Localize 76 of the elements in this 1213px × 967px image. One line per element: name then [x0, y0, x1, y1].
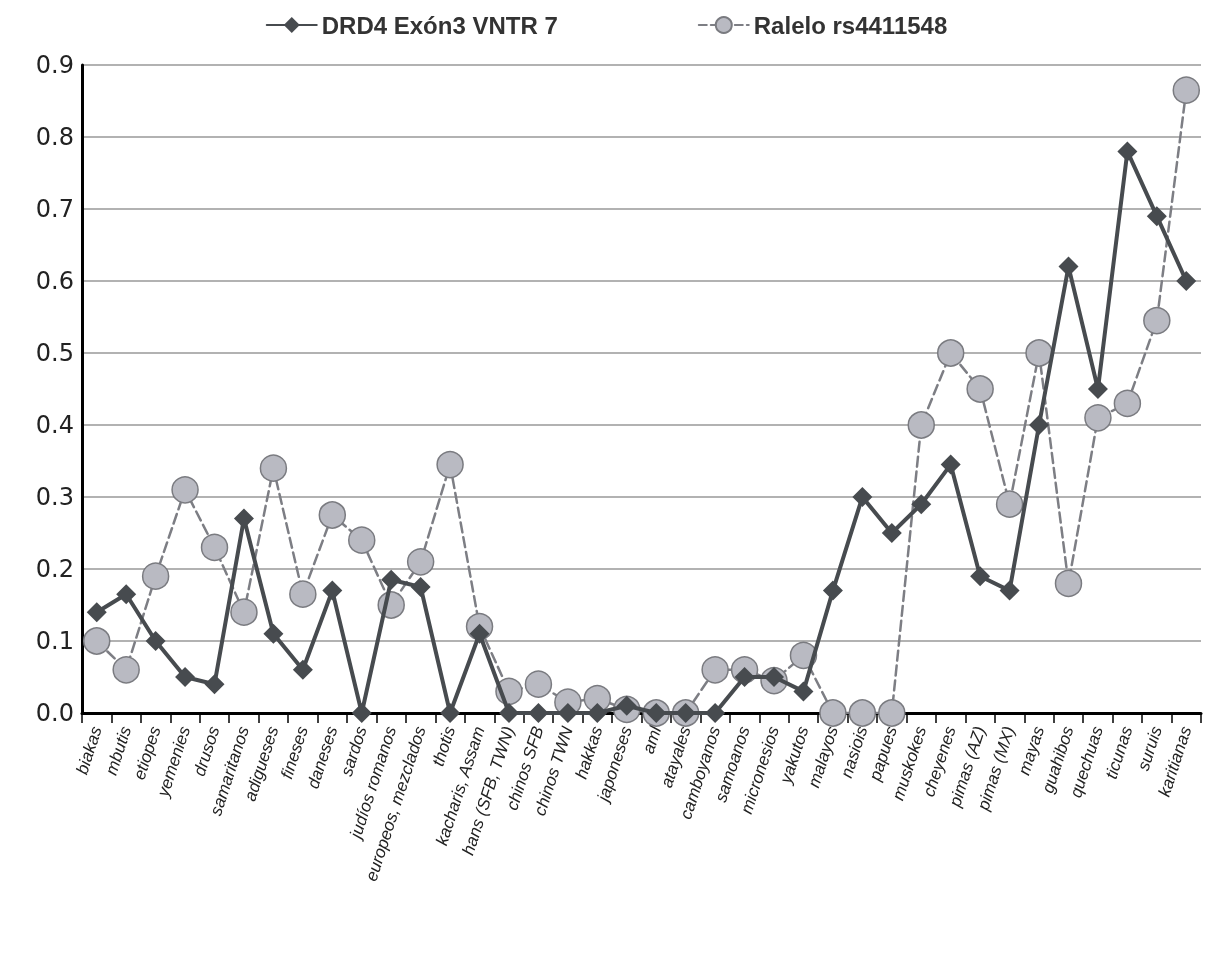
point: [145, 631, 166, 651]
point: [1143, 306, 1171, 335]
point: [587, 703, 608, 723]
point: [936, 339, 965, 367]
point: [911, 494, 932, 515]
point: [701, 656, 729, 684]
y-tick-label: 0.1: [35, 627, 74, 655]
y-tick-label: 0.5: [35, 339, 74, 367]
point: [819, 699, 847, 727]
point: [436, 450, 464, 479]
point: [970, 566, 991, 587]
point: [348, 526, 376, 554]
point: [1087, 379, 1108, 399]
y-tick-label: 0.2: [35, 555, 74, 583]
point: [881, 523, 902, 543]
y-tick-label: 0.3: [35, 483, 74, 511]
point: [907, 411, 935, 439]
y-tick-label: 0.4: [35, 411, 74, 439]
point: [1172, 76, 1201, 104]
point: [351, 703, 372, 723]
point: [86, 602, 107, 623]
point: [83, 627, 111, 655]
point: [116, 584, 137, 605]
point: [322, 580, 343, 601]
point: [141, 562, 170, 590]
point: [995, 490, 1024, 518]
point: [528, 703, 549, 723]
x-tick-label: thotis: [428, 723, 460, 769]
point: [440, 703, 461, 723]
point: [1146, 206, 1167, 227]
point: [1058, 256, 1079, 277]
y-tick-label: 0.9: [35, 51, 74, 79]
y-tick-label: 0.0: [35, 699, 74, 727]
point: [410, 577, 431, 597]
point: [1029, 415, 1050, 435]
point: [966, 375, 994, 403]
point: [557, 703, 578, 723]
point: [705, 703, 726, 723]
point: [233, 508, 254, 529]
point: [1054, 569, 1083, 598]
point: [848, 699, 877, 727]
x-tick-label: nasiois: [836, 723, 872, 781]
point: [263, 623, 284, 644]
point: [381, 569, 402, 590]
legend-label: Ralelo rs4411548: [753, 11, 948, 39]
point: [498, 703, 519, 723]
point: [793, 681, 814, 702]
point: [524, 670, 553, 698]
point: [822, 580, 843, 601]
x-tick-label: aml: [638, 722, 666, 756]
x-tick-label: ticunas: [1101, 723, 1137, 782]
point: [175, 667, 196, 687]
point: [940, 454, 961, 475]
y-tick-label: 0.8: [35, 123, 74, 151]
point: [289, 580, 317, 608]
point: [1025, 339, 1053, 367]
legend-label: DRD4 Exón3 VNTR 7: [321, 11, 558, 39]
point: [230, 598, 258, 626]
y-tick-label: 0.7: [35, 195, 74, 223]
point: [1117, 141, 1138, 162]
point: [1084, 404, 1112, 432]
point: [318, 501, 347, 529]
point: [1113, 389, 1142, 418]
point: [204, 674, 225, 695]
point: [259, 454, 288, 482]
point: [406, 548, 435, 576]
point: [1176, 271, 1197, 291]
point: [852, 487, 873, 507]
x-tick-label: sardos: [336, 723, 371, 779]
y-tick-label: 0.6: [35, 267, 74, 295]
point: [292, 659, 313, 680]
point: [200, 533, 229, 562]
point: [112, 656, 140, 684]
point: [878, 699, 906, 727]
point: [171, 476, 199, 504]
point: [999, 580, 1020, 601]
